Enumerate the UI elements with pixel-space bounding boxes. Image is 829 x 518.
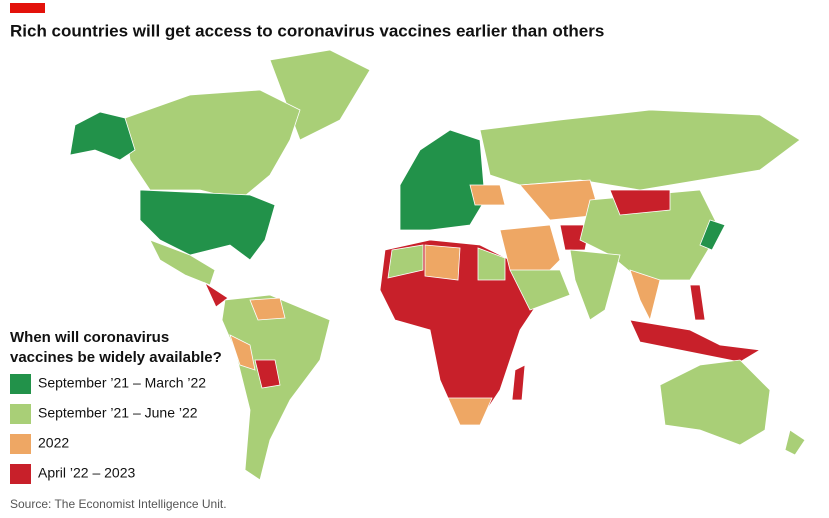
indonesia — [629, 319, 762, 363]
legend-swatch — [10, 404, 31, 424]
legend-background — [0, 318, 210, 488]
mongolia — [609, 189, 671, 216]
venezuela — [249, 297, 286, 321]
legend-swatch — [10, 464, 31, 484]
legend: September ’21 – March ’22 September ’21 –… — [10, 374, 206, 484]
egypt — [477, 247, 506, 281]
legend-title-text: When will coronavirus — [10, 329, 169, 346]
title: Rich countries will get access to corona… — [10, 21, 604, 40]
legend-label: April ’22 – 2023 — [38, 465, 136, 481]
brand-bar — [10, 3, 45, 13]
new-zealand — [784, 429, 806, 456]
mexico — [149, 239, 216, 286]
south-america — [221, 294, 331, 481]
australia — [659, 359, 771, 446]
legend-label: September ’21 – June ’22 — [38, 405, 198, 421]
legend-swatch — [10, 434, 31, 454]
world-map — [69, 49, 806, 481]
philippines — [689, 284, 706, 321]
alaska — [69, 111, 136, 161]
morocco — [387, 244, 424, 279]
madagascar — [511, 364, 526, 401]
southeast-asia — [629, 269, 661, 322]
bolivia — [254, 359, 281, 389]
russia — [479, 109, 801, 191]
europe — [399, 129, 486, 231]
peru — [229, 334, 256, 371]
source: Source: The Economist Intelligence Unit. — [10, 497, 227, 511]
arabia — [509, 269, 571, 311]
algeria — [424, 244, 461, 281]
ukraine — [469, 184, 506, 206]
africa — [379, 239, 541, 426]
usa — [139, 189, 276, 261]
canada — [124, 89, 301, 201]
legend-label: September ’21 – March ’22 — [38, 375, 206, 391]
southern-africa — [447, 397, 493, 426]
legend-swatch — [10, 374, 31, 394]
legend-title: When will coronavirus vaccines be widely … — [10, 329, 222, 366]
india — [569, 249, 621, 321]
central-america — [204, 281, 229, 308]
legend-label: 2022 — [38, 435, 69, 451]
japan — [699, 219, 726, 251]
legend-title-line: vaccines be widely available? — [10, 349, 222, 366]
